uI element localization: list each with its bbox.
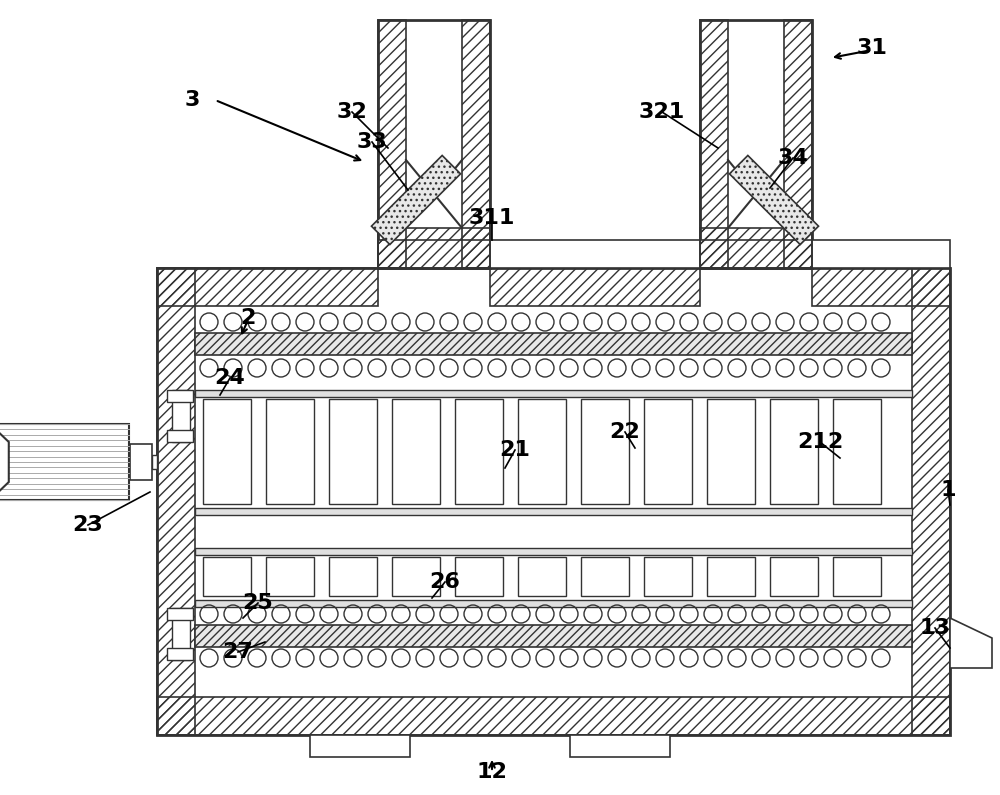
Text: 12: 12	[477, 762, 507, 782]
Bar	[329, 557, 377, 596]
Bar	[700, 20, 728, 268]
Bar	[195, 548, 912, 555]
Text: 321: 321	[639, 102, 685, 122]
Bar	[203, 399, 251, 504]
Bar	[392, 399, 440, 504]
Text: 31: 31	[857, 38, 887, 58]
Bar	[195, 600, 912, 607]
Bar	[912, 268, 950, 735]
Bar	[266, 399, 314, 504]
Bar	[157, 268, 195, 735]
Text: 22: 22	[610, 422, 640, 442]
Bar	[770, 557, 818, 596]
Text: 1: 1	[940, 480, 956, 500]
Bar	[157, 268, 378, 306]
Bar	[203, 557, 251, 596]
Bar	[455, 399, 503, 504]
Bar	[518, 399, 566, 504]
Bar	[195, 390, 912, 397]
Bar	[700, 228, 812, 268]
Text: 23: 23	[73, 515, 103, 535]
Bar	[707, 399, 755, 504]
Bar	[581, 557, 629, 596]
Bar	[833, 557, 881, 596]
Text: 21: 21	[500, 440, 530, 460]
Bar	[378, 20, 490, 268]
Bar	[167, 648, 193, 660]
Polygon shape	[0, 422, 9, 502]
Bar	[195, 625, 912, 647]
Bar	[707, 557, 755, 596]
Bar	[195, 508, 912, 515]
Bar	[378, 228, 490, 268]
Polygon shape	[371, 156, 461, 245]
Bar	[152, 455, 157, 469]
Bar	[570, 735, 670, 757]
Text: 311: 311	[469, 208, 515, 228]
Bar	[172, 390, 190, 442]
Bar	[167, 608, 193, 620]
Text: 13: 13	[920, 618, 950, 638]
Text: 2: 2	[240, 308, 256, 328]
Bar	[172, 608, 190, 660]
Text: 212: 212	[797, 432, 843, 452]
Bar	[462, 20, 490, 268]
Bar	[167, 430, 193, 442]
Bar	[833, 399, 881, 504]
Text: 27: 27	[223, 642, 253, 662]
Bar	[266, 557, 314, 596]
Bar	[518, 557, 566, 596]
Bar	[644, 399, 692, 504]
Bar	[329, 399, 377, 504]
Text: 34: 34	[778, 148, 808, 168]
Bar	[195, 306, 912, 697]
Text: 24: 24	[215, 368, 245, 388]
Bar	[0, 424, 129, 500]
Bar	[784, 20, 812, 268]
Polygon shape	[729, 156, 819, 245]
Bar	[167, 390, 193, 402]
Text: 33: 33	[357, 132, 387, 152]
Bar	[378, 20, 406, 268]
Bar	[581, 399, 629, 504]
Text: 32: 32	[337, 102, 367, 122]
Text: 26: 26	[430, 572, 460, 592]
Bar	[157, 268, 950, 735]
Polygon shape	[950, 618, 992, 668]
Bar	[392, 557, 440, 596]
Bar	[644, 557, 692, 596]
Bar	[812, 268, 950, 306]
Bar	[455, 557, 503, 596]
Bar	[770, 399, 818, 504]
Bar	[490, 268, 700, 306]
Bar	[130, 444, 152, 480]
Text: 3: 3	[184, 90, 200, 110]
Bar	[378, 240, 950, 268]
Text: 25: 25	[243, 593, 273, 613]
Bar	[195, 333, 912, 355]
Bar	[157, 697, 950, 735]
Bar	[310, 735, 410, 757]
Bar	[700, 20, 812, 268]
